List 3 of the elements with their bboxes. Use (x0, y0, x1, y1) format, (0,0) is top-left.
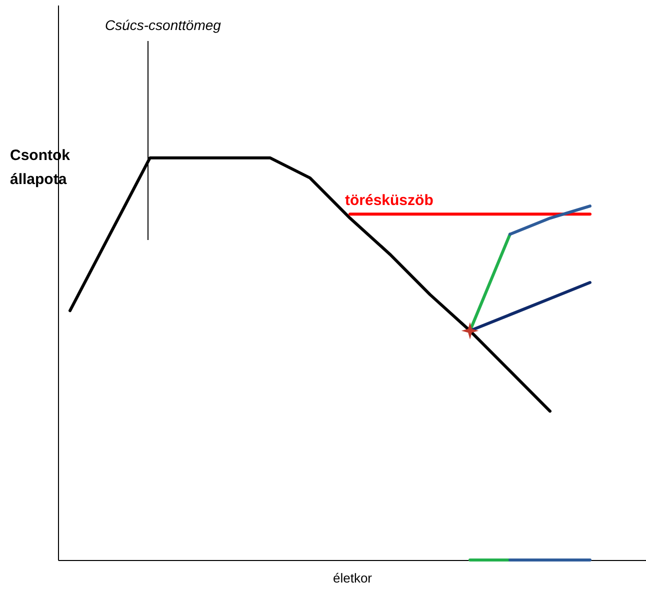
text: Csúcs-csonttömeg (105, 17, 222, 33)
x-axis-title: életkor (332, 570, 373, 586)
series-label: törésküszöb (345, 192, 434, 210)
